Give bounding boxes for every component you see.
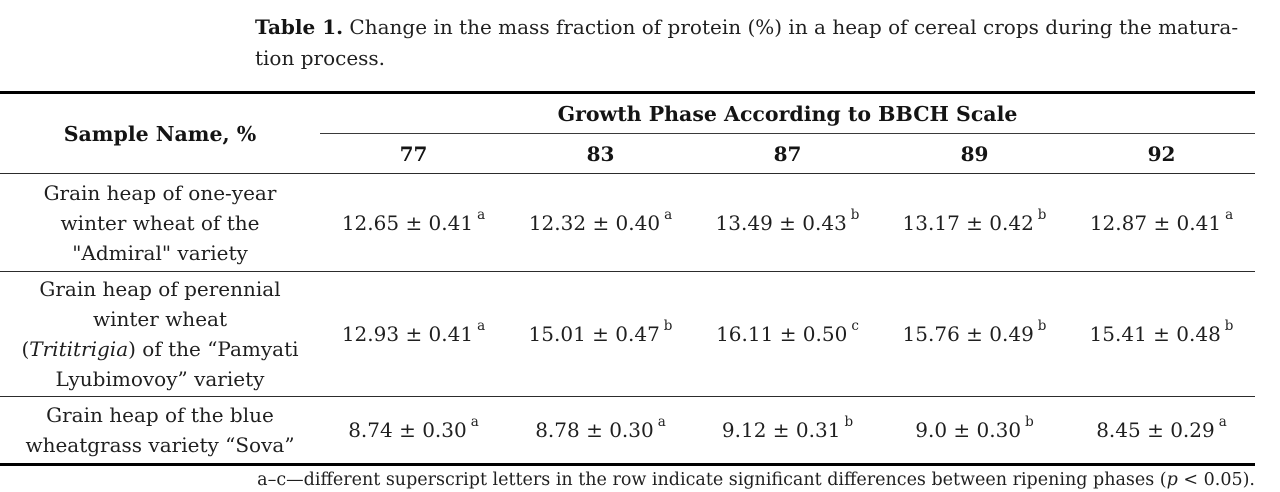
- header-phase-92: 92: [1147, 141, 1176, 166]
- significance-superscript: a: [477, 206, 486, 223]
- table-row: Grain heap of one-year winter wheat of t…: [0, 173, 1255, 271]
- header-group-label: Growth Phase According to BBCH Scale: [320, 94, 1255, 134]
- cell-value: 8.78 ± 0.30 a: [535, 414, 666, 442]
- cell-value: 12.32 ± 0.40 a: [528, 206, 673, 235]
- cell-value: 9.12 ± 0.31 b: [721, 414, 854, 442]
- header-phase-89: 89: [960, 141, 989, 166]
- cell-value: 8.74 ± 0.30 a: [348, 414, 479, 442]
- cell-value: 15.41 ± 0.48 b: [1089, 318, 1234, 346]
- header-phase-77: 77: [399, 141, 428, 166]
- significance-superscript: a: [470, 414, 479, 430]
- cell-value: 12.87 ± 0.41 a: [1089, 206, 1234, 235]
- significance-superscript: b: [663, 318, 673, 334]
- significance-superscript: a: [664, 206, 673, 223]
- significance-superscript: b: [844, 414, 854, 430]
- cell-value: 13.17 ± 0.42 b: [902, 206, 1047, 235]
- header-phase-87: 87: [773, 141, 802, 166]
- table-caption: Table 1. Change in the mass fraction of …: [255, 12, 1267, 74]
- significance-superscript: b: [1025, 414, 1034, 430]
- table-caption-line2: tion process.: [255, 46, 386, 70]
- significance-superscript: a: [1218, 414, 1227, 430]
- cell-value: 12.93 ± 0.41 a: [341, 318, 486, 346]
- row-sample-name: Grain heap of perennial winter wheat (Tr…: [21, 277, 299, 391]
- header-phases-row: 77 83 87 89 92: [320, 134, 1255, 173]
- cell-value: 9.0 ± 0.30 b: [915, 414, 1034, 442]
- table-row: Grain heap of perennial winter wheat (Tr…: [0, 271, 1255, 396]
- header-sample-name: Sample Name, %: [63, 121, 257, 146]
- p-value-symbol: p: [1166, 470, 1178, 490]
- cell-value: 12.65 ± 0.41 a: [341, 206, 486, 235]
- row-sample-name: Grain heap of the blue wheatgrass variet…: [25, 403, 295, 457]
- significance-superscript: a: [657, 414, 666, 430]
- table-row: Grain heap of the blue wheatgrass variet…: [0, 396, 1255, 463]
- significance-superscript: b: [1037, 206, 1047, 223]
- significance-superscript: b: [1037, 318, 1047, 334]
- table-caption-label: Table 1.: [255, 15, 344, 39]
- cell-value: 15.76 ± 0.49 b: [902, 318, 1047, 346]
- table-caption-line1: Table 1. Change in the mass fraction of …: [255, 15, 1239, 39]
- header-phase-83: 83: [586, 141, 615, 166]
- latin-name-italic: Trititrigia: [29, 337, 129, 361]
- significance-superscript: b: [1224, 318, 1234, 334]
- significance-superscript: a: [1225, 206, 1234, 223]
- table-footnote: a–c—different superscript letters in the…: [257, 470, 1255, 490]
- significance-superscript: c: [851, 318, 859, 334]
- data-table: Sample Name, % Growth Phase According to…: [0, 91, 1255, 466]
- cell-value: 16.11 ± 0.50 c: [716, 318, 859, 346]
- significance-superscript: b: [850, 206, 860, 223]
- cell-value: 13.49 ± 0.43 b: [715, 206, 860, 235]
- significance-superscript: a: [477, 318, 486, 334]
- row-sample-name: Grain heap of one-year winter wheat of t…: [43, 180, 277, 265]
- cell-value: 8.45 ± 0.29 a: [1096, 414, 1227, 442]
- header-growth-phase-group: Growth Phase According to BBCH Scale 77 …: [320, 94, 1255, 173]
- cell-value: 15.01 ± 0.47 b: [528, 318, 673, 346]
- table-header: Sample Name, % Growth Phase According to…: [0, 94, 1255, 173]
